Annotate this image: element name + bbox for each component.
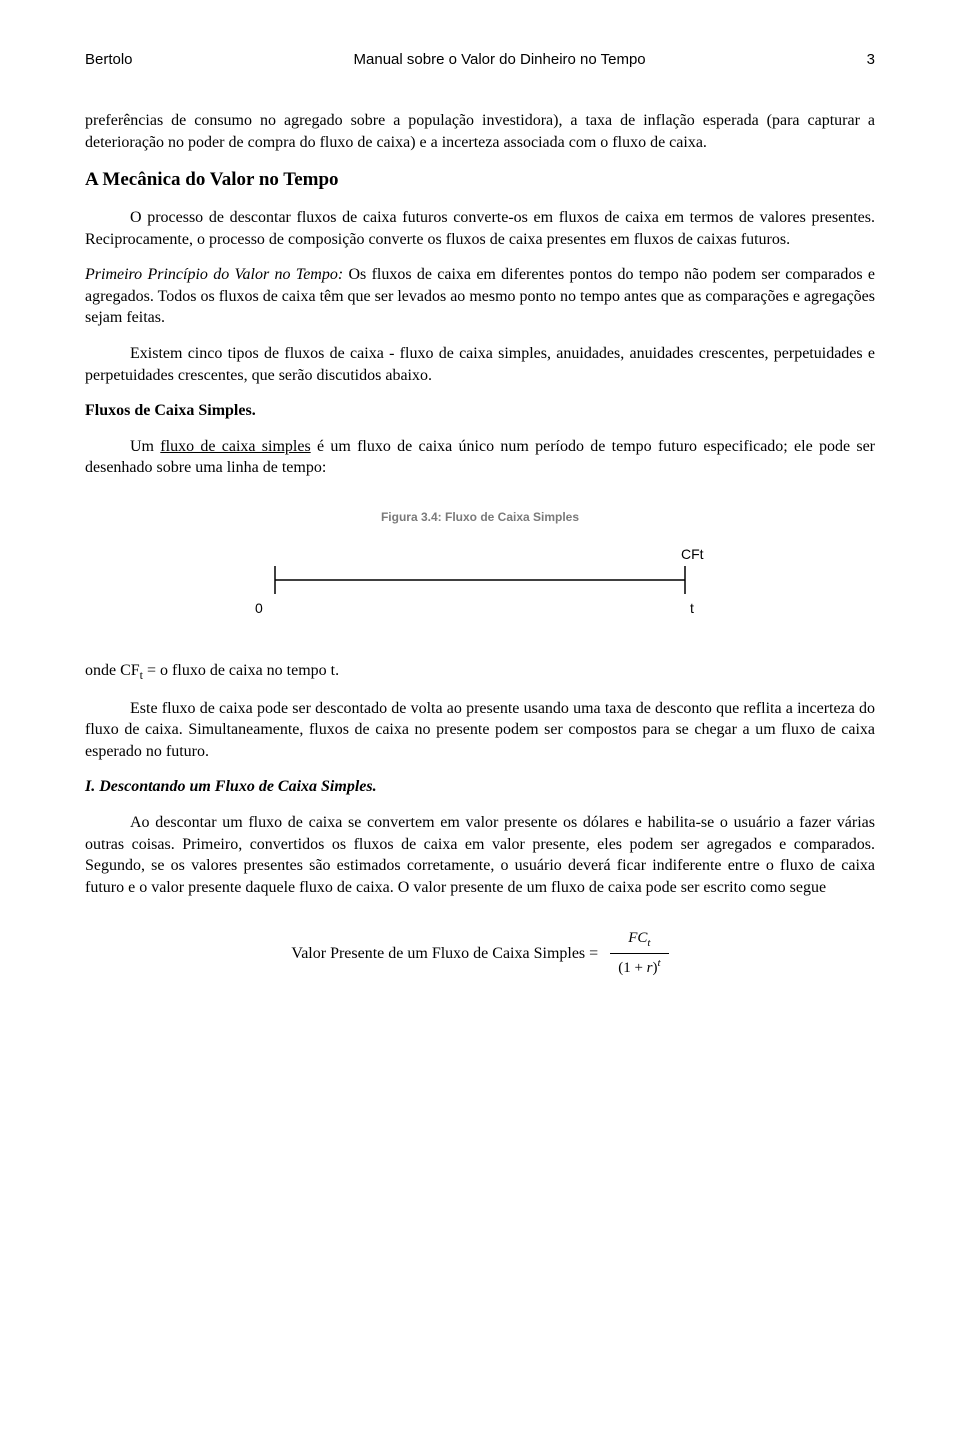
formula-fc-sub: t: [647, 937, 650, 949]
formula-fraction: FCt (1 + r)t: [610, 928, 668, 978]
formula-numerator: FCt: [610, 928, 668, 954]
first-principle-label: Primeiro Princípio do Valor no Tempo:: [85, 266, 343, 283]
figure-caption: Figura 3.4: Fluxo de Caixa Simples: [245, 509, 715, 525]
paragraph-intro-continued: preferências de consumo no agregado sobr…: [85, 110, 875, 153]
simple-def-term: fluxo de caixa simples: [160, 438, 310, 455]
label-cft: CFt: [681, 546, 704, 562]
simple-def-pre: Um: [130, 438, 160, 455]
den-sup: t: [658, 957, 661, 969]
den-plus: +: [634, 960, 642, 976]
figure-simple-cashflow: Figura 3.4: Fluxo de Caixa Simples CFt 0…: [245, 509, 715, 625]
paragraph-where-cft: onde CFt = o fluxo de caixa no tempo t.: [85, 660, 875, 683]
paragraph-discount-detail: Ao descontar um fluxo de caixa se conver…: [85, 812, 875, 898]
cft-post: = o fluxo de caixa no tempo t.: [143, 662, 339, 679]
formula-label: Valor Presente de um Fluxo de Caixa Simp…: [291, 943, 585, 965]
heading-discounting: I. Descontando um Fluxo de Caixa Simples…: [85, 776, 875, 798]
den-one: 1: [623, 960, 631, 976]
paragraph-simple-def: Um fluxo de caixa simples é um fluxo de …: [85, 436, 875, 479]
header-title: Manual sobre o Valor do Dinheiro no Temp…: [133, 50, 867, 70]
formula-fc: FC: [628, 930, 647, 946]
formula-present-value: Valor Presente de um Fluxo de Caixa Simp…: [85, 928, 875, 978]
page-header: Bertolo Manual sobre o Valor do Dinheiro…: [85, 50, 875, 70]
paragraph-five-types: Existem cinco tipos de fluxos de caixa -…: [85, 343, 875, 386]
timeline-diagram: CFt 0 t: [245, 545, 715, 625]
heading-mechanics: A Mecânica do Valor no Tempo: [85, 167, 875, 193]
paragraph-discount-explain: Este fluxo de caixa pode ser descontado …: [85, 698, 875, 763]
formula-denominator: (1 + r)t: [610, 954, 668, 978]
paragraph-mechanics: O processo de descontar fluxos de caixa …: [85, 207, 875, 250]
header-author: Bertolo: [85, 50, 133, 70]
label-zero: 0: [255, 600, 263, 616]
heading-simple-flows: Fluxos de Caixa Simples.: [85, 400, 875, 422]
cft-pre: onde CF: [85, 662, 140, 679]
formula-equals: =: [589, 943, 598, 965]
header-page-number: 3: [867, 50, 875, 70]
paragraph-first-principle: Primeiro Princípio do Valor no Tempo: Os…: [85, 264, 875, 329]
label-t: t: [690, 600, 694, 616]
